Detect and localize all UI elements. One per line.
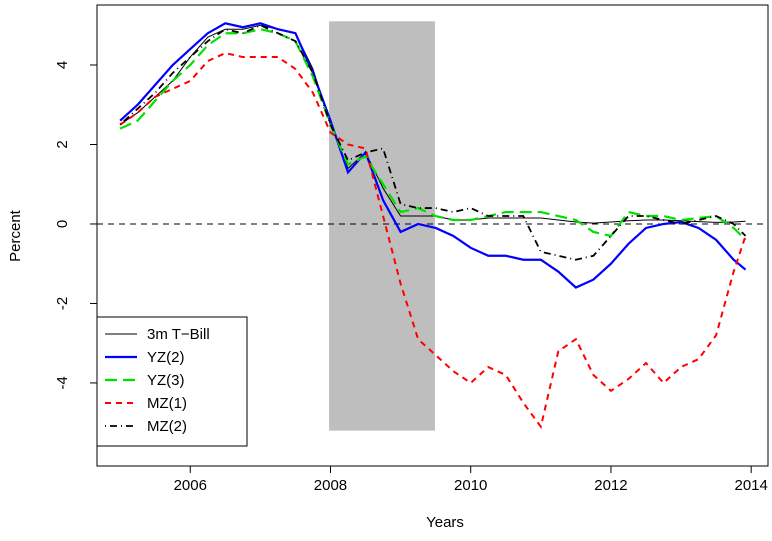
x-tick-label: 2010 (454, 477, 487, 494)
legend-label: MZ(2) (147, 418, 187, 435)
series-line (119, 28, 747, 241)
legend-label: YZ(2) (147, 349, 185, 366)
series-line (119, 22, 747, 289)
y-tick-label: 0 (54, 220, 71, 228)
y-tick-label: 4 (54, 61, 71, 69)
x-tick-label: 2008 (314, 477, 347, 494)
y-tick-label: -2 (54, 297, 71, 310)
y-tick-label: -4 (54, 376, 71, 389)
legend-label: YZ(3) (147, 372, 185, 389)
x-axis-label: Years (426, 514, 464, 531)
legend-label: 3m T−Bill (147, 326, 210, 343)
x-tick-label: 2014 (734, 477, 767, 494)
x-tick-label: 2012 (594, 477, 627, 494)
plot-frame (96, 4, 769, 467)
series-line (119, 52, 747, 430)
x-tick-label: 2006 (174, 477, 207, 494)
legend-box (96, 316, 248, 447)
legend-label: MZ(1) (147, 395, 187, 412)
y-axis-label: Percent (7, 209, 24, 262)
y-tick-label: 2 (54, 140, 71, 148)
shaded-region (329, 21, 435, 431)
